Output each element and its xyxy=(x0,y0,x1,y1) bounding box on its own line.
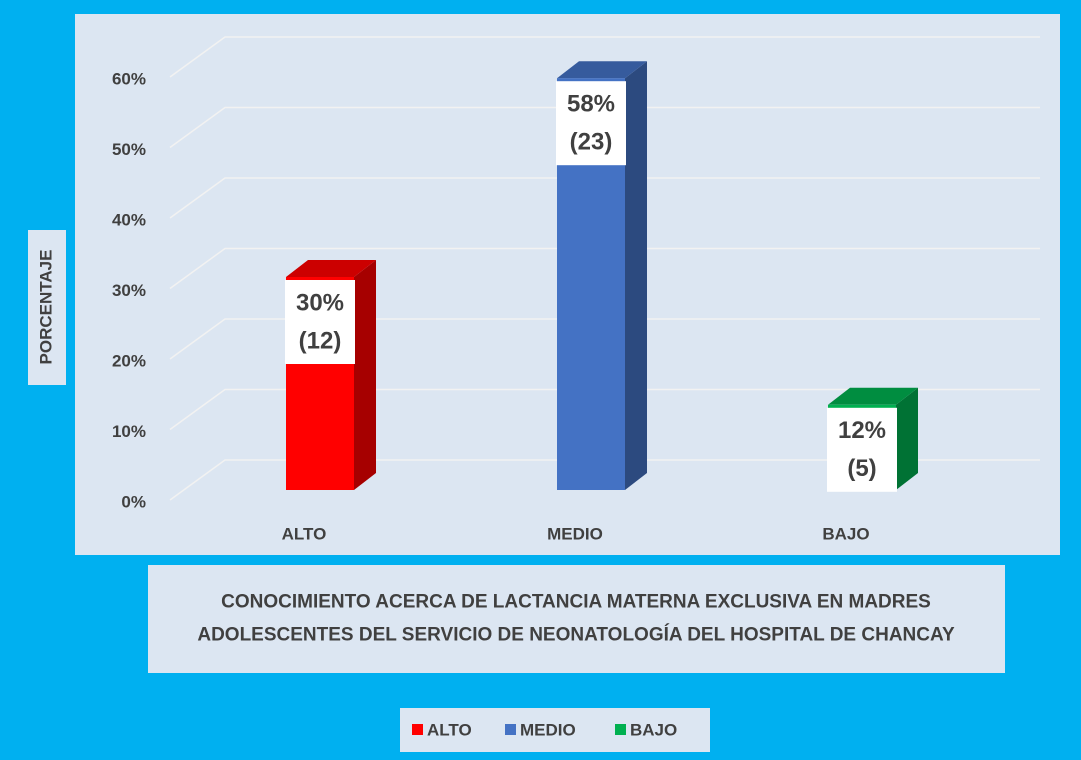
x-label-box xyxy=(148,565,1005,673)
y-tick-label: 20% xyxy=(112,351,146,370)
data-label-box xyxy=(556,81,626,166)
x-tick-label: ALTO xyxy=(282,524,327,543)
data-label: 12% xyxy=(838,417,886,444)
legend-swatch xyxy=(505,724,516,735)
data-label: 58% xyxy=(567,91,615,118)
bar-side xyxy=(896,387,918,490)
data-label: 30% xyxy=(296,289,344,316)
grid-line xyxy=(169,177,1040,219)
bar-side xyxy=(354,260,376,490)
y-label-box xyxy=(28,230,66,385)
y-tick-label: 50% xyxy=(112,140,146,159)
legend-box xyxy=(400,708,710,752)
grid-line xyxy=(169,106,1040,149)
y-tick-label: 30% xyxy=(112,281,146,300)
data-label-box xyxy=(827,407,897,492)
x-tick-label: BAJO xyxy=(822,524,869,543)
y-axis-label: PORCENTAJE xyxy=(36,250,55,365)
y-tick-label: 0% xyxy=(121,492,146,511)
data-label: (12) xyxy=(299,327,342,354)
y-tick-label: 40% xyxy=(112,210,146,229)
x-tick-label: MEDIO xyxy=(547,524,603,543)
grid-line xyxy=(169,36,1040,78)
grid-line xyxy=(169,318,1040,360)
x-axis-label: CONOCIMIENTO ACERCA DE LACTANCIA MATERNA… xyxy=(197,592,955,646)
legend-label: MEDIO xyxy=(520,720,576,739)
bar-side xyxy=(625,61,647,490)
data-label-box xyxy=(285,280,355,364)
data-label: (23) xyxy=(570,129,613,156)
y-tick-label: 60% xyxy=(112,69,146,88)
bar-top xyxy=(557,61,647,79)
grid-line xyxy=(169,459,1040,501)
bar-top xyxy=(286,260,376,277)
legend-label: ALTO xyxy=(427,720,472,739)
data-label: (5) xyxy=(847,455,876,482)
legend-label: BAJO xyxy=(630,720,677,739)
grid-line xyxy=(169,247,1040,290)
grid-line xyxy=(169,388,1040,431)
legend-swatch xyxy=(615,724,626,735)
legend-swatch xyxy=(412,724,423,735)
bar-top xyxy=(828,387,918,405)
y-tick-label: 10% xyxy=(112,422,146,441)
